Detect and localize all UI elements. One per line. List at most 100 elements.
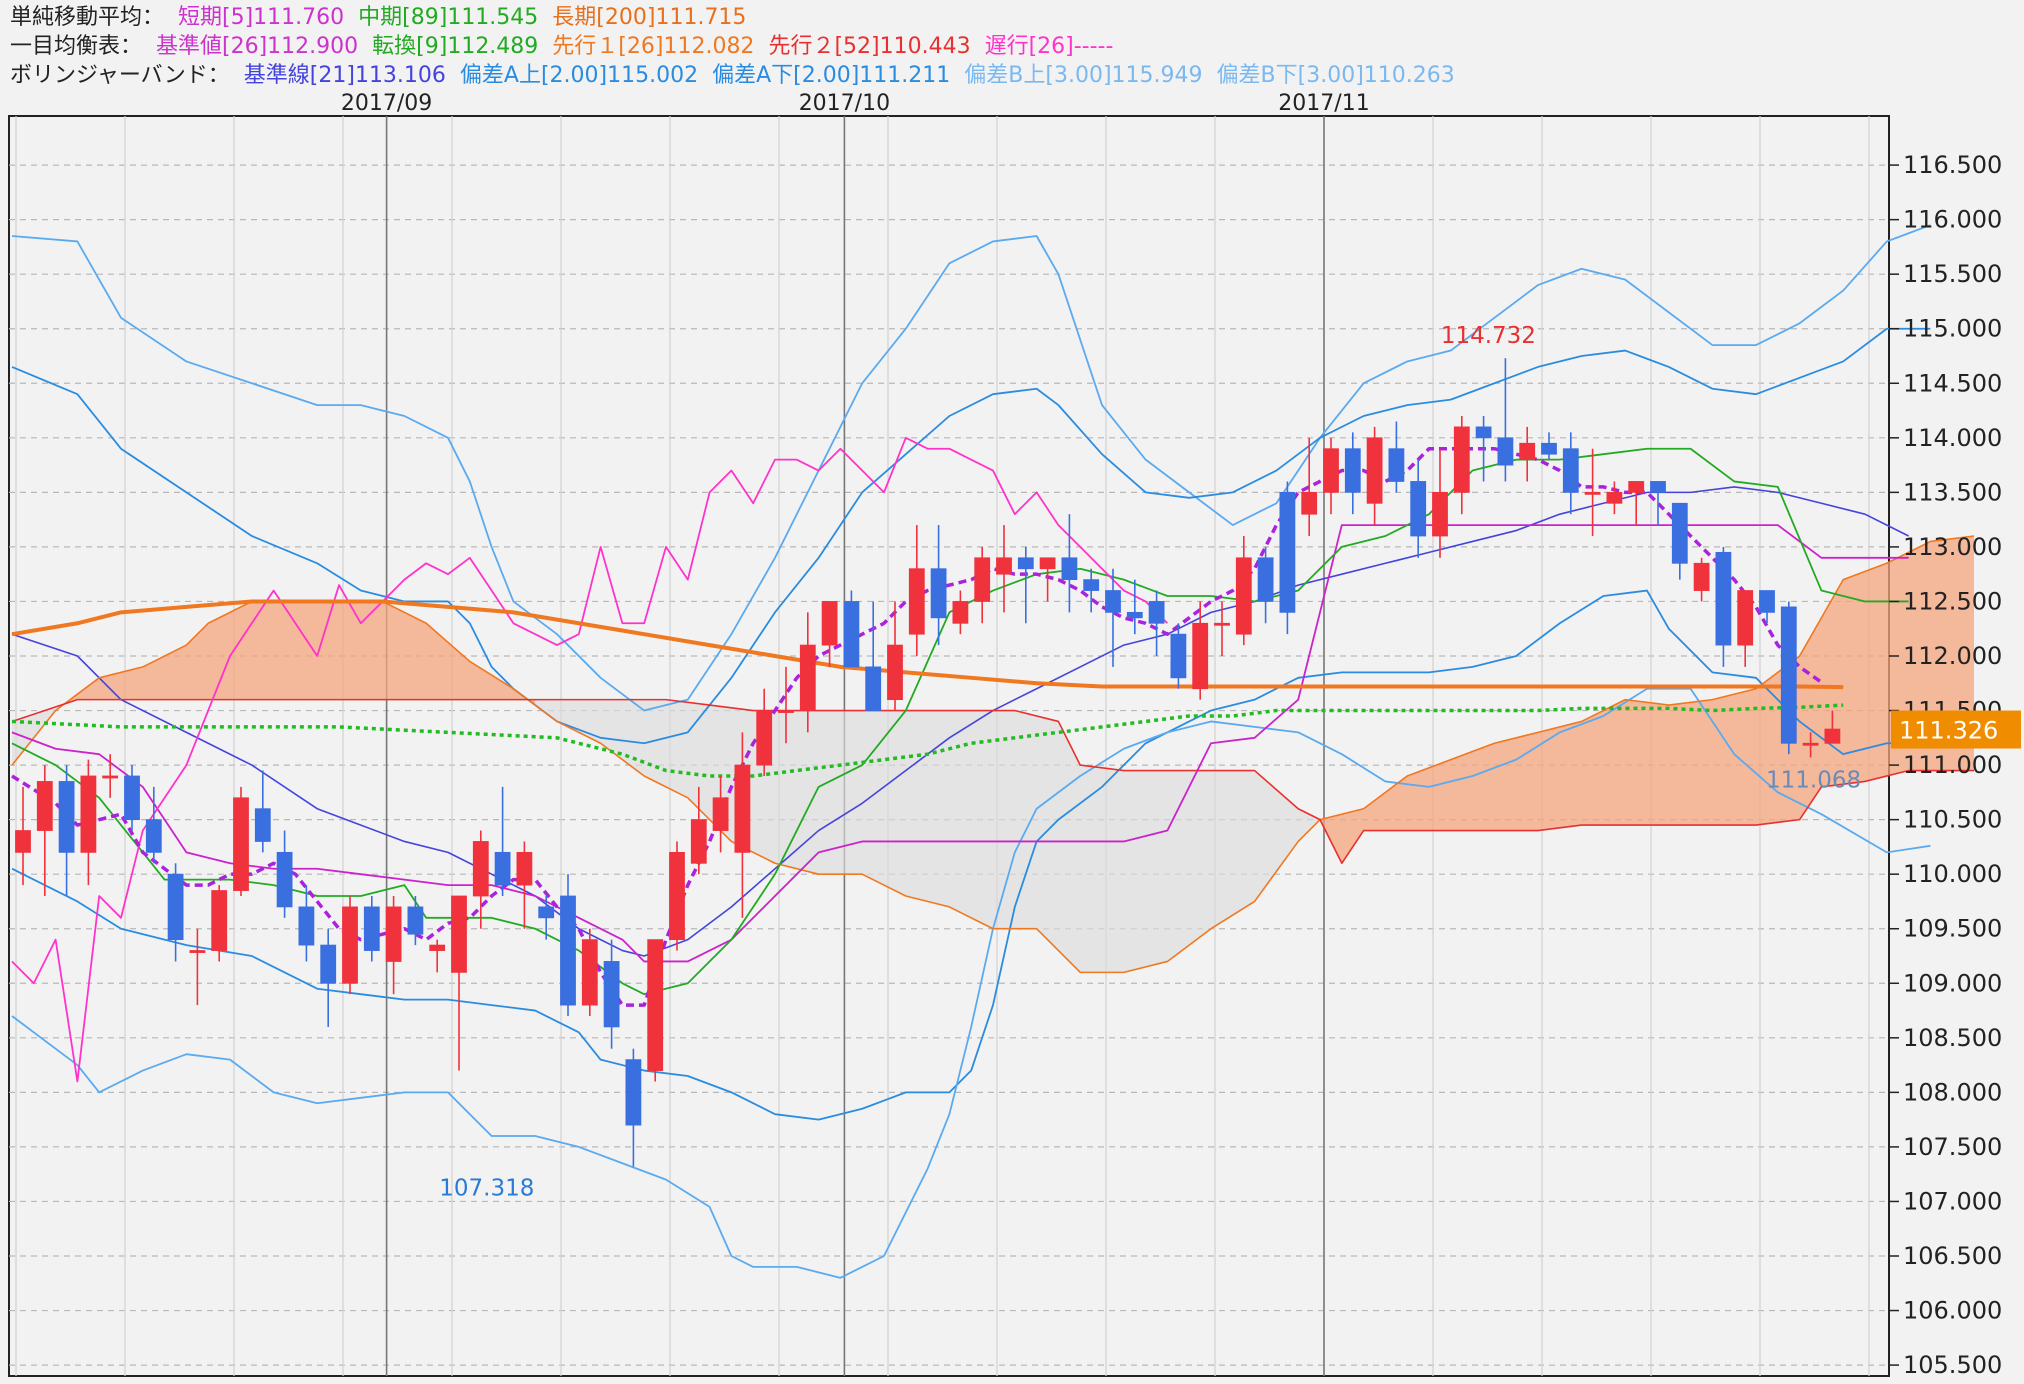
x-tick-label: 2017/10 — [799, 91, 890, 116]
candle — [712, 776, 729, 853]
candle-body — [1235, 557, 1252, 635]
candle — [1148, 590, 1165, 656]
candle — [1061, 514, 1078, 613]
candle-body — [58, 781, 75, 853]
candle — [1475, 416, 1492, 482]
candle — [952, 590, 969, 635]
candle — [516, 841, 533, 929]
candle-body — [647, 939, 664, 1071]
candle-body — [625, 1059, 642, 1126]
candle-body — [80, 775, 97, 853]
candle-body — [843, 601, 860, 668]
y-axis: 116.500 116.000 115.500 115.000 114.500 114.0… — [341, 91, 2021, 1379]
line-bb-a-up — [11, 327, 1931, 745]
candle — [298, 885, 315, 962]
candle — [1584, 448, 1601, 536]
candle-body — [1780, 606, 1797, 744]
candle-body — [1301, 491, 1318, 515]
candle-body — [1737, 590, 1754, 646]
bollinger-base: 基準線[21]113.106 — [243, 63, 446, 88]
candle — [211, 885, 228, 962]
candle — [821, 601, 838, 667]
sma-mid: 中期[89]111.545 — [358, 5, 539, 30]
candle — [429, 939, 446, 973]
candle — [1737, 590, 1754, 667]
candle-body — [298, 906, 315, 946]
candle — [276, 830, 293, 918]
candle-body — [15, 830, 31, 853]
candle — [778, 666, 794, 744]
candle-body — [102, 775, 119, 779]
candle — [996, 525, 1012, 613]
line-senkou2 — [11, 698, 1974, 865]
candle — [1824, 710, 1841, 744]
candle — [756, 688, 773, 776]
candle-body — [1039, 557, 1056, 570]
candle-body — [908, 568, 925, 635]
candle — [669, 841, 685, 951]
candle — [1083, 568, 1100, 613]
candle-body — [734, 764, 751, 853]
candle — [1562, 432, 1579, 515]
candle — [363, 896, 380, 962]
y-tick-label: 114.000 — [1903, 424, 2002, 452]
candle-body — [451, 895, 467, 973]
cloud-bullish — [1320, 536, 1974, 864]
candle-body — [1606, 491, 1623, 504]
candle-body — [581, 939, 598, 1006]
candle-body — [1257, 557, 1274, 602]
candle-body — [1170, 633, 1187, 679]
ichimoku-kijun: 基準値[26]112.900 — [156, 34, 359, 59]
candle — [1715, 546, 1732, 667]
y-tick-label: 116.500 — [1903, 151, 2002, 179]
candle — [407, 896, 424, 946]
candle — [80, 759, 97, 886]
y-tick-label: 107.500 — [1903, 1133, 2002, 1161]
candle-body — [407, 906, 424, 935]
candle — [385, 896, 402, 995]
candle — [843, 590, 860, 668]
ichimoku-tenkan: 転換[9]112.489 — [372, 34, 539, 59]
candle-body — [1541, 442, 1557, 455]
candle — [1519, 426, 1536, 482]
candlesticks — [15, 358, 1841, 1167]
high-price-label: 114.732 — [1441, 323, 1536, 349]
candle — [494, 786, 511, 896]
bollinger-b-up: 偏差B上[3.00]115.949 — [964, 63, 1203, 88]
candle-body — [254, 808, 271, 842]
candle — [1344, 432, 1361, 515]
candle — [690, 786, 707, 875]
candle — [145, 786, 162, 864]
y-tick-label: 108.000 — [1903, 1078, 2002, 1106]
candle-body — [930, 568, 947, 619]
candle — [1170, 623, 1187, 689]
line-sma-mid — [11, 703, 1844, 778]
candle-body — [1650, 481, 1666, 493]
candle — [799, 612, 816, 733]
candle-body — [1410, 481, 1427, 537]
y-tick-label: 108.500 — [1903, 1024, 2002, 1052]
legend-ichimoku: 一目均衡表： 基準値[26]112.900 転換[9]112.489 先行１[26]1… — [10, 33, 1127, 61]
candle-body — [1279, 491, 1296, 613]
candle — [1017, 546, 1034, 624]
candle-body — [1017, 557, 1034, 570]
candle-body — [1562, 448, 1579, 493]
candle-body — [538, 906, 555, 919]
y-tick-label: 115.000 — [1903, 315, 2002, 343]
candle-body — [363, 906, 380, 951]
candle — [1039, 557, 1056, 602]
candle-body — [494, 851, 511, 886]
ichimoku-senkou2: 先行２[52]110.443 — [768, 34, 971, 59]
ichimoku-senkou1: 先行１[26]112.082 — [552, 34, 755, 59]
candle-body — [778, 710, 794, 713]
line-bb-b-up — [11, 224, 1931, 712]
candle — [1366, 426, 1383, 526]
candle-body — [276, 851, 293, 908]
y-tick-label: 109.500 — [1903, 915, 2002, 943]
candle-body — [472, 841, 489, 897]
last-low-label: 111.068 — [1766, 767, 1861, 793]
candle — [1105, 568, 1121, 667]
low-price-label: 107.318 — [439, 1176, 534, 1202]
ichimoku-chikou: 遅行[26]----- — [984, 34, 1114, 59]
